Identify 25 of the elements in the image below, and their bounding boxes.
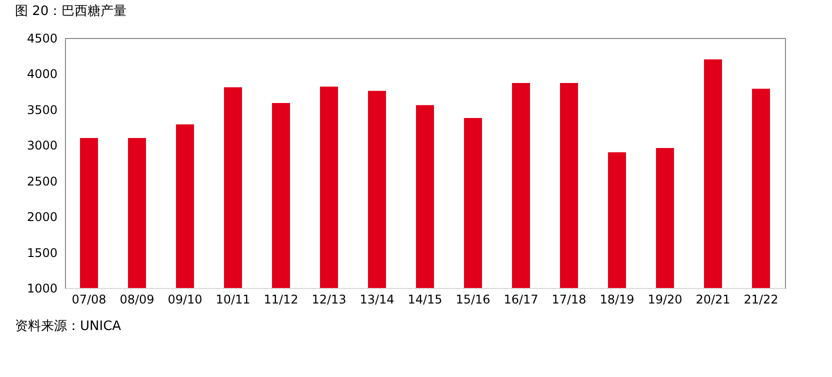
x-tick-label: 08/09: [120, 292, 154, 306]
chart-title: 图 20：巴西糖产量: [15, 4, 127, 19]
x-tick-label: 20/21: [696, 292, 730, 306]
x-tick-label: 12/13: [312, 292, 346, 306]
x-tick-label: 21/22: [744, 292, 778, 306]
y-tick-label: 1000: [26, 282, 58, 296]
y-tick-label: 2000: [26, 210, 58, 224]
x-tick-label: 16/17: [504, 292, 538, 306]
x-tick-label: 11/12: [264, 292, 298, 306]
x-tick-label: 10/11: [216, 292, 250, 306]
x-tick-label: 19/20: [648, 292, 682, 306]
x-tick-label: 15/16: [456, 292, 490, 306]
y-tick-label: 3500: [26, 102, 58, 117]
y-tick-label: 3000: [26, 138, 58, 153]
x-tick-label: 13/14: [360, 292, 394, 306]
x-tick-label: 17/18: [552, 292, 586, 306]
y-tick-label: 2500: [26, 174, 58, 188]
y-tick-label: 1500: [26, 246, 58, 260]
y-tick-label: 4500: [26, 32, 58, 46]
x-tick-label: 09/10: [168, 292, 202, 306]
x-tick-label: 18/19: [600, 292, 634, 306]
x-tick-label: 14/15: [408, 292, 442, 306]
y-tick-label: 4000: [26, 67, 58, 82]
x-tick-label: 07/08: [72, 292, 106, 306]
text: 资料来源：UNICA: [15, 319, 122, 334]
